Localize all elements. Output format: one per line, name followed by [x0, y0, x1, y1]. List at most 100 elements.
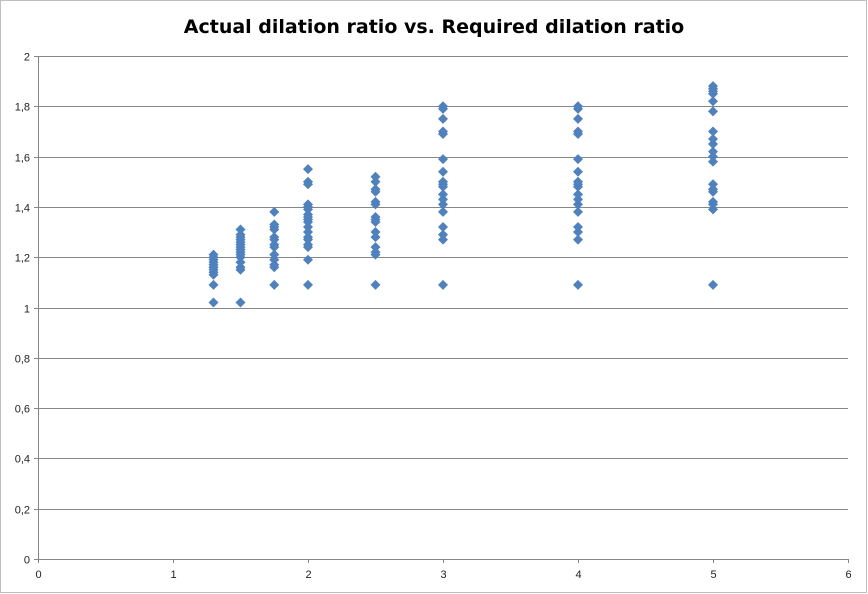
axes	[34, 56, 849, 563]
y-tick-label: 2	[24, 52, 30, 64]
data-point	[708, 139, 718, 150]
data-point	[370, 242, 381, 253]
data-point	[708, 151, 718, 162]
data-point	[573, 126, 583, 137]
data-point	[708, 106, 718, 117]
data-point	[573, 234, 583, 245]
data-point	[438, 279, 448, 290]
y-tick-label: 0,2	[15, 505, 30, 517]
data-point	[235, 257, 246, 268]
data-points	[208, 81, 718, 308]
data-point	[370, 176, 381, 187]
data-point	[573, 113, 583, 124]
data-point	[269, 249, 280, 260]
data-point	[573, 206, 583, 217]
x-tick-label: 6	[845, 569, 851, 581]
data-point	[370, 171, 381, 182]
data-point	[303, 164, 313, 175]
data-point	[208, 279, 219, 290]
y-tick-label: 1,2	[15, 253, 30, 265]
data-point	[438, 189, 448, 200]
data-point	[269, 232, 280, 243]
data-point	[303, 176, 313, 187]
data-point	[438, 206, 448, 217]
data-point	[235, 297, 246, 308]
data-point	[708, 133, 718, 144]
data-point	[438, 126, 448, 137]
data-point	[438, 234, 448, 245]
data-point	[269, 254, 280, 265]
data-point	[573, 176, 583, 187]
y-tick-label: 1,4	[15, 203, 30, 215]
data-point	[708, 96, 718, 107]
data-point	[573, 222, 583, 233]
data-point	[708, 126, 718, 137]
data-point	[438, 176, 448, 187]
data-point	[303, 227, 313, 238]
data-point	[573, 101, 583, 112]
data-point	[708, 146, 718, 157]
data-point	[708, 81, 718, 92]
data-point	[438, 166, 448, 177]
data-point	[303, 199, 313, 210]
data-point	[370, 211, 381, 222]
y-tick-label: 1,6	[15, 153, 30, 165]
data-point	[573, 199, 583, 210]
data-point	[438, 222, 448, 233]
x-tick-label: 3	[440, 569, 446, 581]
data-point	[708, 184, 718, 195]
data-point	[438, 101, 448, 112]
data-point	[708, 179, 718, 190]
data-point	[573, 189, 583, 200]
data-point	[269, 239, 280, 250]
x-tick-label: 0	[35, 569, 41, 581]
data-point	[269, 279, 280, 290]
data-point	[370, 279, 381, 290]
y-tick-label: 1,8	[15, 102, 30, 114]
data-point	[235, 244, 246, 255]
data-point	[370, 184, 381, 195]
data-point	[708, 279, 718, 290]
data-point	[573, 154, 583, 165]
data-point	[573, 166, 583, 177]
data-point	[303, 232, 313, 243]
data-point	[708, 156, 718, 167]
x-tick-label: 4	[575, 569, 581, 581]
data-point	[303, 239, 313, 250]
data-point	[303, 279, 313, 290]
data-point	[708, 204, 718, 215]
data-point	[573, 279, 583, 290]
data-point	[708, 196, 718, 207]
data-point	[269, 219, 280, 230]
data-point	[438, 199, 448, 210]
chart-title: Actual dilation ratio vs. Required dilat…	[184, 16, 684, 38]
data-point	[208, 262, 219, 273]
data-point	[438, 194, 448, 205]
data-point	[370, 232, 381, 243]
data-point	[370, 227, 381, 238]
data-point	[303, 222, 313, 233]
data-point	[269, 259, 280, 270]
data-point	[370, 196, 381, 207]
x-tick-label: 2	[305, 569, 311, 581]
data-point	[208, 249, 219, 260]
data-point	[573, 194, 583, 205]
data-point	[303, 254, 313, 265]
y-tick-label: 0	[24, 555, 30, 567]
data-point	[235, 262, 246, 273]
data-point	[370, 247, 381, 258]
x-tick-label: 1	[170, 569, 176, 581]
y-tick-label: 0,8	[15, 354, 30, 366]
y-tick-label: 0,4	[15, 454, 30, 466]
data-point	[235, 224, 246, 235]
data-point	[438, 113, 448, 124]
data-point	[208, 297, 219, 308]
tick-labels: 0 0,2 0,4 0,6 0,8 1 1,2 1,4 1,6 1,8 2 0 1 2 3 4 5 6	[15, 52, 852, 582]
y-tick-label: 1	[24, 304, 30, 316]
data-point	[303, 209, 313, 220]
x-tick-label: 5	[710, 569, 716, 581]
y-tick-label: 0,6	[15, 404, 30, 416]
data-point	[438, 154, 448, 165]
